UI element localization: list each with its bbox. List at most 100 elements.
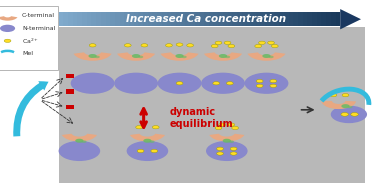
Wedge shape xyxy=(130,134,165,141)
Bar xyxy=(200,12,204,26)
Circle shape xyxy=(259,41,265,44)
Circle shape xyxy=(137,149,144,153)
Polygon shape xyxy=(340,9,361,29)
Bar xyxy=(115,12,119,26)
Bar xyxy=(265,12,270,26)
Bar xyxy=(232,12,237,26)
Bar xyxy=(105,12,110,26)
Circle shape xyxy=(71,73,115,94)
Bar xyxy=(129,12,134,26)
Text: Ca$^{2+}$: Ca$^{2+}$ xyxy=(22,37,39,46)
Circle shape xyxy=(223,139,231,143)
Circle shape xyxy=(351,113,358,116)
Circle shape xyxy=(136,126,143,129)
Circle shape xyxy=(88,54,97,58)
Bar xyxy=(307,12,312,26)
Circle shape xyxy=(75,139,84,143)
Bar xyxy=(73,12,77,26)
Circle shape xyxy=(347,106,353,108)
Bar xyxy=(288,12,293,26)
Wedge shape xyxy=(0,16,17,21)
Bar xyxy=(66,105,74,109)
Bar xyxy=(190,12,195,26)
Bar xyxy=(260,12,265,26)
Bar xyxy=(312,12,317,26)
Circle shape xyxy=(0,25,15,32)
Bar xyxy=(148,12,152,26)
Bar xyxy=(251,12,256,26)
Bar xyxy=(204,12,209,26)
Circle shape xyxy=(132,54,140,58)
Circle shape xyxy=(219,123,226,126)
Wedge shape xyxy=(161,52,198,61)
Circle shape xyxy=(138,56,143,58)
Text: dynamic
equilibrium: dynamic equilibrium xyxy=(170,107,234,129)
Circle shape xyxy=(176,82,183,85)
Bar xyxy=(181,12,185,26)
Circle shape xyxy=(270,79,277,83)
Bar xyxy=(321,12,326,26)
Bar xyxy=(119,12,124,26)
Bar xyxy=(303,12,307,26)
Text: select: select xyxy=(26,81,46,100)
Bar xyxy=(270,12,274,26)
Bar xyxy=(214,12,218,26)
Circle shape xyxy=(256,79,263,83)
Circle shape xyxy=(230,152,237,155)
Bar xyxy=(246,12,251,26)
Bar xyxy=(68,12,73,26)
Bar xyxy=(59,27,365,183)
Bar xyxy=(298,12,303,26)
Bar xyxy=(138,12,143,26)
Bar xyxy=(293,12,298,26)
Bar xyxy=(274,12,279,26)
Bar xyxy=(91,12,96,26)
Circle shape xyxy=(59,141,100,161)
Circle shape xyxy=(219,54,227,58)
Circle shape xyxy=(94,56,100,58)
Circle shape xyxy=(149,140,155,143)
Bar xyxy=(331,12,336,26)
Wedge shape xyxy=(248,52,285,61)
Bar xyxy=(237,12,242,26)
Circle shape xyxy=(175,54,184,58)
Circle shape xyxy=(151,149,158,153)
Circle shape xyxy=(225,56,230,58)
Bar xyxy=(317,12,321,26)
Circle shape xyxy=(341,104,350,108)
Circle shape xyxy=(270,84,277,87)
Wedge shape xyxy=(209,134,244,141)
Bar xyxy=(87,12,91,26)
Bar xyxy=(195,12,200,26)
Circle shape xyxy=(226,82,233,85)
Circle shape xyxy=(187,44,194,47)
Circle shape xyxy=(229,140,234,143)
Text: N-terminal: N-terminal xyxy=(22,26,55,31)
FancyBboxPatch shape xyxy=(0,6,58,70)
Wedge shape xyxy=(74,52,112,61)
Bar xyxy=(96,12,101,26)
Wedge shape xyxy=(204,52,242,61)
Circle shape xyxy=(211,44,218,48)
Wedge shape xyxy=(117,52,155,61)
Bar xyxy=(242,12,246,26)
Circle shape xyxy=(4,39,11,42)
Circle shape xyxy=(201,73,245,94)
Bar xyxy=(157,12,162,26)
Circle shape xyxy=(166,44,172,47)
Bar xyxy=(209,12,214,26)
Circle shape xyxy=(271,44,278,48)
Bar xyxy=(279,12,284,26)
Bar xyxy=(101,12,105,26)
Circle shape xyxy=(228,123,235,126)
Bar xyxy=(77,12,82,26)
Circle shape xyxy=(81,140,87,143)
Circle shape xyxy=(224,41,231,44)
Bar xyxy=(66,74,74,78)
Text: Mel: Mel xyxy=(22,51,33,56)
FancyArrowPatch shape xyxy=(13,81,48,137)
Circle shape xyxy=(228,44,235,48)
Bar xyxy=(185,12,190,26)
Circle shape xyxy=(143,139,152,143)
Bar xyxy=(134,12,138,26)
